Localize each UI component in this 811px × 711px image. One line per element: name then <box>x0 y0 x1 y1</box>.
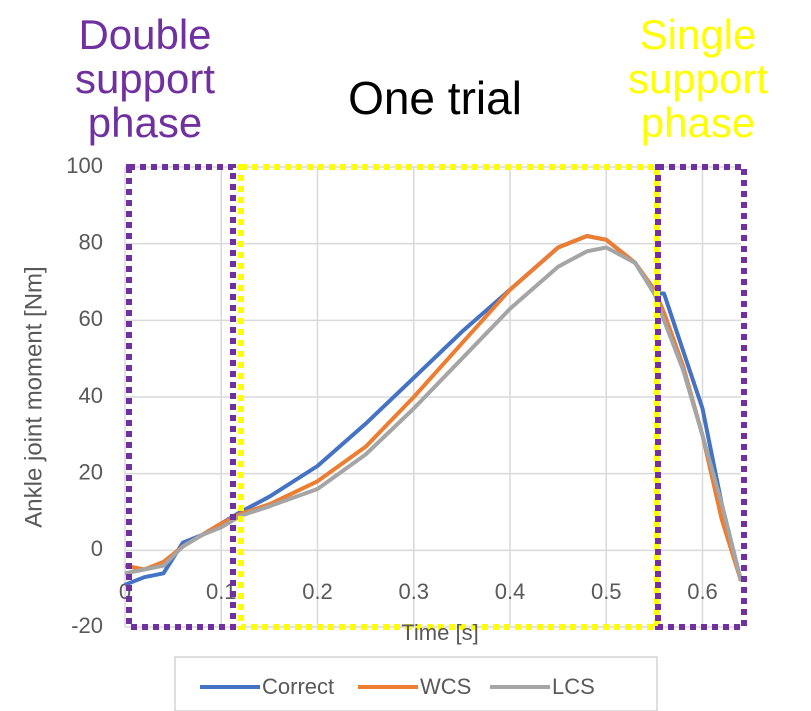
y-tick-label: 60 <box>79 306 103 331</box>
y-tick-label: 80 <box>79 229 103 254</box>
x-axis-label: Time [s] <box>401 620 478 645</box>
annotation: phase <box>88 99 202 146</box>
annotation: phase <box>641 99 755 146</box>
chart-title: One trial <box>348 72 522 124</box>
double-support-box <box>655 164 747 630</box>
double-support-box <box>126 164 236 630</box>
annotation: support <box>628 55 768 102</box>
legend-label: Correct <box>262 674 334 699</box>
legend-label: LCS <box>552 674 595 699</box>
x-tick-label: 0.4 <box>495 579 526 604</box>
legend-items: Correct WCS LCS <box>200 674 595 699</box>
y-tick-label: 40 <box>79 383 103 408</box>
annotation: Double <box>78 11 211 58</box>
y-tick-label: 100 <box>66 153 103 178</box>
y-tick-label: 20 <box>79 459 103 484</box>
legend-label: WCS <box>420 674 471 699</box>
x-tick-label: 0.5 <box>591 579 622 604</box>
x-tick-label: 0.6 <box>687 579 718 604</box>
legend <box>174 656 658 711</box>
single-support-box <box>238 164 660 630</box>
series-line <box>124 245 743 582</box>
y-tick-label: -20 <box>71 613 103 638</box>
lines <box>124 234 743 587</box>
annotation: support <box>75 55 215 102</box>
y-axis-label: Ankle joint moment [Nm] <box>20 266 47 527</box>
x-tick-label: 0.2 <box>302 579 333 604</box>
x-tick-label: 0.3 <box>398 579 429 604</box>
y-tick-label: 0 <box>91 536 103 561</box>
annotation: Single <box>640 11 757 58</box>
